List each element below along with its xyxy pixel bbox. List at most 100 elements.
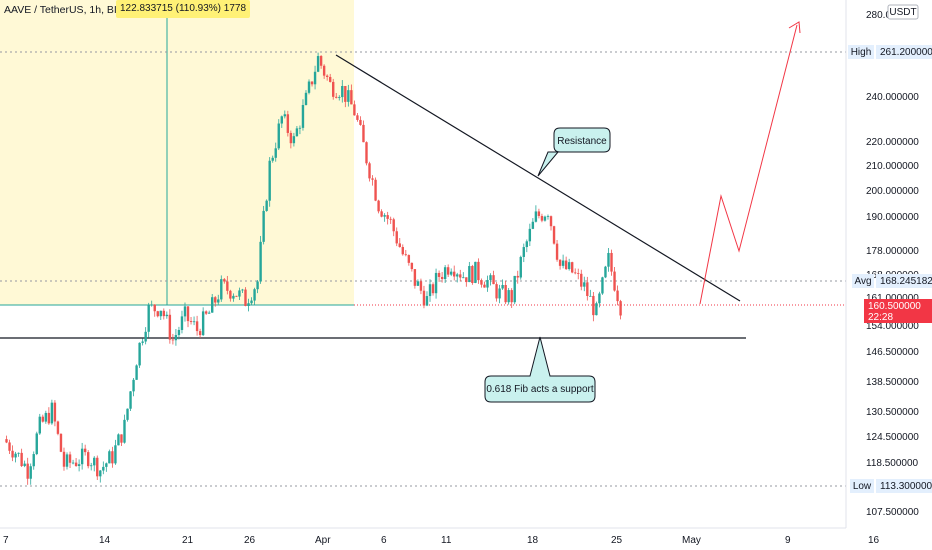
- candle-body: [271, 157, 274, 161]
- price-axis[interactable]: 280.000000 240.000000 220.000000 210.000…: [845, 0, 932, 528]
- candle-body: [250, 300, 253, 304]
- candle-body: [570, 262, 574, 273]
- candle-body: [613, 271, 616, 291]
- price-tick: 124.500000: [866, 432, 919, 443]
- candle-body: [407, 255, 411, 263]
- price-tick: 107.500000: [866, 507, 919, 518]
- candle-body: [17, 452, 20, 454]
- candle-body: [32, 454, 35, 467]
- candle-body: [395, 231, 398, 244]
- candle-body: [71, 462, 75, 464]
- last-price-tag-bg: [864, 299, 932, 323]
- candle-body: [513, 275, 516, 303]
- candle-body: [325, 75, 329, 77]
- candle-body: [580, 273, 583, 287]
- candle-body: [268, 160, 271, 201]
- candle-body: [519, 256, 522, 278]
- resistance-label: Resistance: [557, 136, 607, 147]
- candle-body: [616, 290, 619, 302]
- date-tick: 25: [611, 535, 623, 546]
- time-axis[interactable]: 7 14 21 26 Apr 6 11 18 25 May 9 16: [0, 527, 880, 546]
- candle-body: [262, 210, 265, 242]
- candle-body: [347, 90, 350, 102]
- candle-body: [389, 218, 392, 220]
- date-tick: 9: [785, 535, 791, 546]
- candle-body: [289, 132, 293, 144]
- candle-body: [359, 119, 362, 125]
- date-range-highlight: [0, 0, 354, 305]
- candle-body: [601, 277, 604, 294]
- candle-body: [68, 454, 72, 463]
- candle-body: [156, 311, 159, 317]
- candle-body: [335, 96, 338, 98]
- price-tick: 190.000000: [866, 212, 919, 223]
- candle-body: [189, 321, 193, 323]
- candle-body: [574, 272, 577, 274]
- candle-body: [256, 281, 259, 290]
- last-price-tag: 160.500000: [868, 301, 921, 312]
- candle-body: [495, 284, 498, 299]
- candle-body: [483, 284, 486, 288]
- candle-body: [159, 310, 162, 317]
- date-tick: Apr: [315, 535, 331, 546]
- candle-body: [604, 266, 607, 278]
- candle-body: [465, 277, 468, 283]
- candles-group: [5, 52, 622, 485]
- candle-body: [401, 247, 404, 255]
- currency-badge[interactable]: [887, 4, 919, 20]
- candle-body: [5, 439, 8, 443]
- candle-body: [425, 296, 429, 306]
- candle-body: [35, 433, 38, 455]
- candle-body: [338, 97, 341, 98]
- date-tick: 21: [182, 535, 194, 546]
- fib-callout[interactable]: 0.618 Fib acts a support: [484, 336, 596, 403]
- candle-body: [174, 335, 178, 341]
- projection-arrowhead: [788, 21, 801, 34]
- measure-label: 122.833715 (110.93%) 1778: [116, 0, 251, 18]
- candle-body: [295, 128, 299, 137]
- candle-body: [283, 114, 287, 117]
- candle-body: [111, 451, 114, 464]
- candle-body: [341, 85, 344, 98]
- price-tick: 178.000000: [866, 246, 919, 257]
- candle-body: [434, 272, 438, 294]
- candle-body: [507, 290, 510, 303]
- candle-body: [123, 419, 126, 443]
- candle-body: [226, 281, 229, 291]
- candle-body: [204, 311, 208, 314]
- low-tag-value: 113.300000: [880, 481, 932, 492]
- candle-body: [492, 275, 495, 285]
- candle-body: [29, 466, 32, 479]
- candle-body: [214, 297, 217, 303]
- candle-body: [316, 56, 320, 72]
- candle-body: [132, 379, 135, 392]
- candle-body: [135, 365, 138, 380]
- candle-body: [141, 341, 144, 343]
- candle-body: [592, 295, 595, 316]
- resistance-callout[interactable]: Resistance: [537, 127, 611, 177]
- candle-body: [259, 241, 262, 282]
- candle-body: [501, 284, 504, 289]
- candle-body: [183, 306, 187, 317]
- candle-body: [416, 281, 420, 286]
- candle-body: [41, 416, 45, 422]
- candle-body: [153, 304, 156, 312]
- candle-body: [440, 276, 444, 280]
- candle-body: [610, 252, 613, 272]
- candle-body: [253, 289, 256, 301]
- candle-body: [332, 81, 335, 97]
- candle-body: [344, 85, 347, 102]
- date-tick: 7: [3, 535, 9, 546]
- candle-body: [310, 81, 314, 85]
- projection-path[interactable]: [699, 24, 798, 305]
- candle-body: [380, 211, 383, 217]
- countdown-tag: 22:28: [868, 312, 893, 323]
- candle-body: [14, 453, 17, 458]
- resistance-trendline[interactable]: [335, 54, 741, 302]
- candle-body: [90, 465, 93, 467]
- candle-body: [201, 311, 205, 336]
- candle-body: [23, 463, 26, 467]
- candle-body: [537, 211, 541, 216]
- date-tick: 26: [244, 535, 256, 546]
